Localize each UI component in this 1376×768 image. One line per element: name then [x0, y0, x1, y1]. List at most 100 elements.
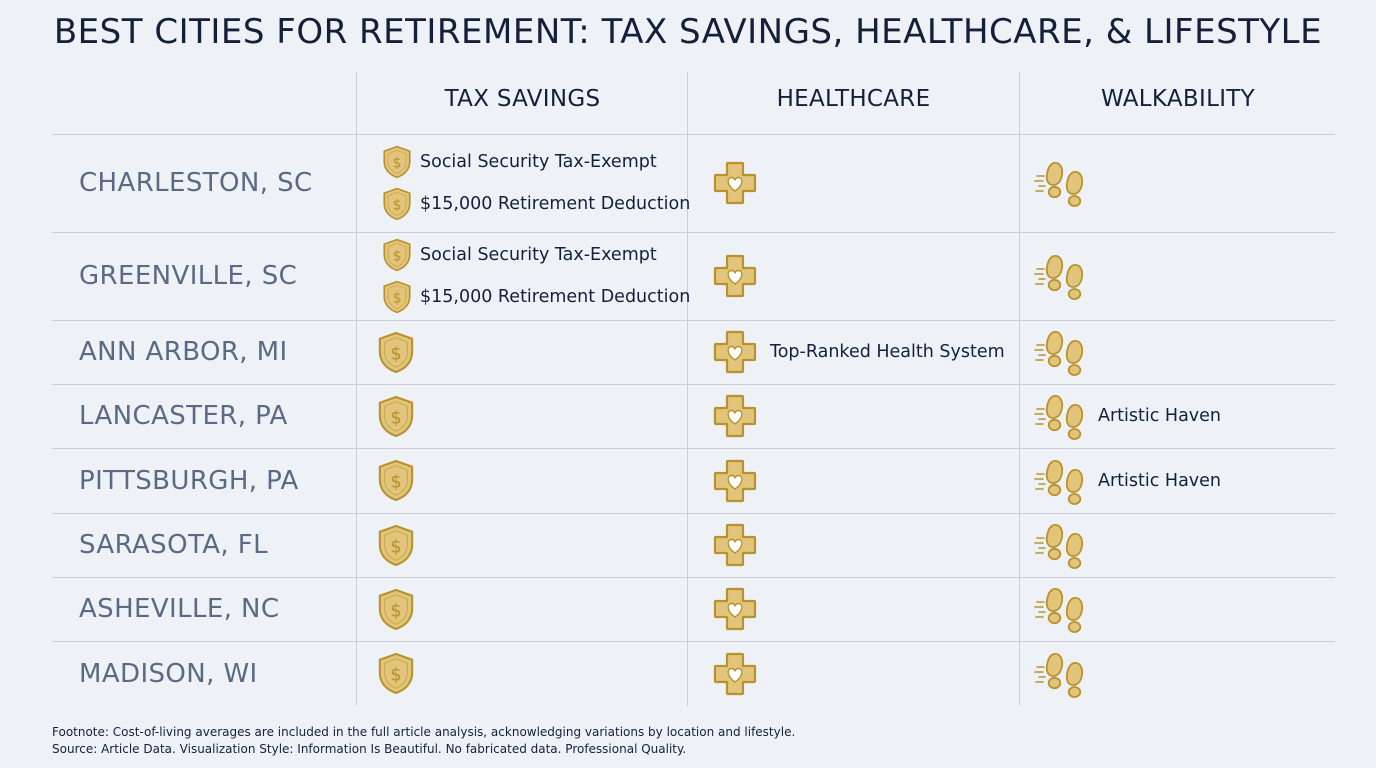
footprints-icon — [1034, 457, 1086, 505]
medical-cross-heart-icon — [712, 253, 758, 299]
table-row: MADISON, WI $ — [52, 641, 1335, 706]
table-row: LANCASTER, PA $ Artistic Haven — [52, 384, 1335, 448]
table-row: GREENVILLE, SC $ Social Security Tax-Exe… — [52, 232, 1335, 320]
svg-text:$: $ — [390, 472, 401, 493]
healthcare-cell — [688, 641, 1018, 706]
tax-benefit-item: $ $15,000 Retirement Deduction — [382, 280, 690, 314]
footprints-icon — [1034, 650, 1086, 698]
svg-text:$: $ — [390, 407, 401, 428]
table-row: CHARLESTON, SC $ Social Security Tax-Exe… — [52, 134, 1335, 232]
tax-savings-cell: $ — [357, 513, 687, 577]
healthcare-cell — [688, 577, 1018, 641]
table-row: ASHEVILLE, NC $ — [52, 577, 1335, 641]
svg-text:$: $ — [392, 156, 401, 172]
walkability-cell — [1020, 232, 1335, 320]
footprints-icon — [1034, 159, 1086, 207]
shield-dollar-icon: $ — [377, 331, 415, 374]
city-name: PITTSBURGH, PA — [79, 465, 299, 496]
city-name: LANCASTER, PA — [79, 401, 288, 431]
tax-benefit-item: $ Social Security Tax-Exempt — [382, 145, 690, 179]
source-note: Source: Article Data. Visualization Styl… — [52, 742, 687, 756]
walkability-note: Artistic Haven — [1098, 406, 1222, 426]
city-name: CHARLESTON, SC — [79, 168, 313, 198]
tax-savings-cell: $ — [357, 577, 687, 641]
shield-dollar-icon: $ — [377, 524, 415, 567]
shield-dollar-icon: $ — [382, 238, 412, 272]
medical-cross-heart-icon — [712, 586, 758, 632]
shield-dollar-icon: $ — [377, 395, 415, 438]
healthcare-note: Top-Ranked Health System — [770, 342, 1005, 362]
shield-dollar-icon: $ — [377, 459, 415, 502]
tax-benefit-item: $ $15,000 Retirement Deduction — [382, 187, 690, 221]
footprints-icon — [1034, 392, 1086, 440]
city-name: SARASOTA, FL — [79, 530, 268, 560]
city-name: ANN ARBOR, MI — [79, 337, 288, 367]
city-name: ASHEVILLE, NC — [79, 594, 280, 624]
shield-dollar-icon: $ — [382, 280, 412, 314]
shield-dollar-icon: $ — [382, 187, 412, 221]
medical-cross-heart-icon — [712, 651, 758, 697]
medical-cross-heart-icon — [712, 160, 758, 206]
svg-text:$: $ — [390, 343, 401, 364]
tax-benefit-item: $ Social Security Tax-Exempt — [382, 238, 690, 272]
footprints-icon — [1034, 585, 1086, 633]
page-title: BEST CITIES FOR RETIREMENT: TAX SAVINGS,… — [53, 12, 1323, 52]
medical-cross-heart-icon — [712, 522, 758, 568]
walkability-cell — [1020, 513, 1335, 577]
shield-dollar-icon: $ — [382, 145, 412, 179]
healthcare-cell — [688, 448, 1018, 513]
column-divider — [356, 72, 357, 706]
tax-savings-cell: $ — [357, 384, 687, 448]
row-divider — [52, 232, 1335, 233]
medical-cross-heart-icon — [712, 329, 758, 375]
table-row: SARASOTA, FL $ — [52, 513, 1335, 577]
row-divider — [52, 577, 1335, 578]
footnote: Footnote: Cost-of-living averages are in… — [52, 725, 796, 739]
walkability-cell — [1020, 320, 1335, 384]
shield-dollar-icon: $ — [377, 588, 415, 631]
footprints-icon — [1034, 521, 1086, 569]
row-divider — [52, 384, 1335, 385]
medical-cross-heart-icon — [712, 458, 758, 504]
healthcare-cell — [688, 134, 1018, 232]
healthcare-cell — [688, 513, 1018, 577]
tax-savings-cell: $ Social Security Tax-Exempt $ $15,000 R… — [357, 134, 690, 232]
column-divider — [1019, 72, 1020, 706]
footprints-icon — [1034, 328, 1086, 376]
healthcare-cell — [688, 384, 1018, 448]
walkability-cell — [1020, 577, 1335, 641]
shield-dollar-icon: $ — [377, 652, 415, 695]
column-header-healthcare: HEALTHCARE — [776, 86, 931, 112]
walkability-cell — [1020, 134, 1335, 232]
svg-text:$: $ — [392, 198, 401, 214]
healthcare-cell: Top-Ranked Health System — [688, 320, 1018, 384]
tax-benefit-label: Social Security Tax-Exempt — [420, 152, 657, 172]
row-divider — [52, 448, 1335, 449]
walkability-cell: Artistic Haven — [1020, 384, 1335, 448]
tax-savings-cell: $ — [357, 320, 687, 384]
row-divider — [52, 320, 1335, 321]
column-header-walkability: WALKABILITY — [1100, 86, 1255, 112]
walkability-cell: Artistic Haven — [1020, 448, 1335, 513]
tax-benefit-label: Social Security Tax-Exempt — [420, 245, 657, 265]
walkability-note: Artistic Haven — [1098, 470, 1222, 491]
city-name: GREENVILLE, SC — [79, 261, 298, 291]
svg-text:$: $ — [392, 249, 401, 265]
row-divider — [52, 641, 1335, 642]
tax-savings-cell: $ — [357, 448, 687, 513]
table-row: PITTSBURGH, PA $ Artistic Haven — [52, 448, 1335, 513]
column-divider — [687, 72, 688, 706]
column-header-tax-savings: TAX SAVINGS — [444, 86, 601, 112]
row-divider — [52, 134, 1335, 135]
medical-cross-heart-icon — [712, 393, 758, 439]
tax-savings-cell: $ Social Security Tax-Exempt $ $15,000 R… — [357, 232, 690, 320]
svg-text:$: $ — [390, 536, 401, 557]
healthcare-cell — [688, 232, 1018, 320]
footprints-icon — [1034, 252, 1086, 300]
tax-benefit-label: $15,000 Retirement Deduction — [420, 194, 691, 214]
tax-benefit-label: $15,000 Retirement Deduction — [420, 287, 691, 307]
walkability-cell — [1020, 641, 1335, 706]
city-name: MADISON, WI — [79, 658, 258, 689]
row-divider — [52, 513, 1335, 514]
svg-text:$: $ — [390, 600, 401, 621]
